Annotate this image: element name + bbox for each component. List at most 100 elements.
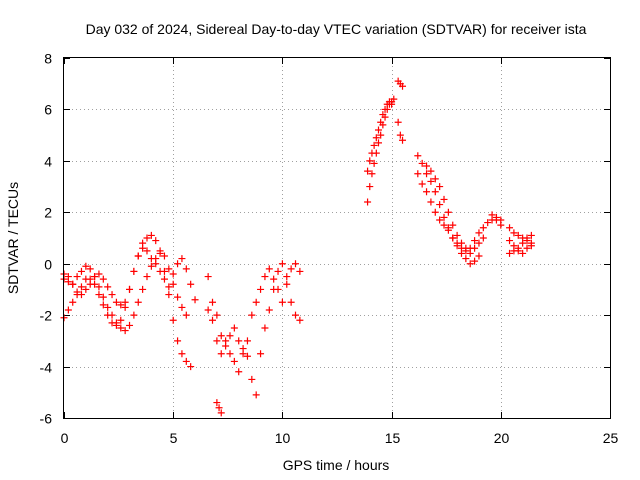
data-point [506,249,514,257]
data-point [134,252,142,260]
data-point [121,327,129,335]
data-point [475,229,483,237]
data-series [414,170,505,255]
data-point [82,262,90,270]
x-tick-label: 15 [385,430,401,446]
data-point [414,152,422,160]
data-point [235,368,243,376]
data-point [292,260,300,268]
data-point [514,247,522,255]
data-point [69,280,77,288]
data-point [257,350,265,358]
data-point [213,337,221,345]
data-point [139,285,147,293]
data-point [143,247,151,255]
data-point [165,283,173,291]
data-point [130,311,138,319]
data-point [471,257,479,265]
data-point [370,141,378,149]
data-point [257,285,265,293]
data-point [292,311,300,319]
data-point [265,265,273,273]
data-point [506,237,514,245]
data-point [169,280,177,288]
data-point [174,293,182,301]
data-point [187,363,195,371]
data-point [471,244,479,252]
data-point [427,198,435,206]
data-point [91,273,99,281]
data-point [147,255,155,263]
x-tick-label: 5 [170,430,178,446]
data-point [418,159,426,167]
data-point [418,180,426,188]
x-tick-label: 20 [494,430,510,446]
data-point [374,126,382,134]
data-point [73,273,81,281]
data-point [108,291,116,299]
data-point [527,231,535,239]
data-point [440,221,448,229]
data-point [265,306,273,314]
data-point [423,170,431,178]
data-point [261,324,269,332]
data-point [217,409,225,417]
data-point [117,316,125,324]
data-point [394,118,402,126]
data-point [423,188,431,196]
data-point [436,201,444,209]
data-point [364,167,372,175]
data-point [475,252,483,260]
data-point [156,249,164,257]
data-point [95,291,103,299]
data-point [431,188,439,196]
data-point [174,337,182,345]
data-point [399,136,407,144]
data-point [152,237,160,245]
data-point [112,298,120,306]
data-point [230,357,238,365]
data-point [423,162,431,170]
data-point [147,262,155,270]
data-point [427,177,435,185]
data-point [287,298,295,306]
data-point [510,242,518,250]
data-point [377,118,385,126]
y-tick-label: -4 [40,360,53,376]
data-point [488,211,496,219]
data-point [226,332,234,340]
data-point [77,291,85,299]
data-point [506,224,514,232]
data-series [60,249,190,335]
data-point [457,239,465,247]
data-point [399,82,407,90]
x-axis-label: GPS time / hours [283,457,390,473]
data-point [436,216,444,224]
data-point [278,260,286,268]
data-point [108,311,116,319]
data-point [414,170,422,178]
data-point [274,267,282,275]
data-point [130,267,138,275]
y-tick-label: 6 [44,102,52,118]
data-series [364,98,396,175]
data-point [252,391,260,399]
data-point [436,183,444,191]
data-point [479,234,487,242]
data-point [160,252,168,260]
data-point [169,270,177,278]
data-point [156,267,164,275]
data-point [377,131,385,139]
data-series [60,231,195,371]
data-point [95,270,103,278]
y-tick-label: 0 [44,257,52,273]
data-point [165,265,173,273]
data-point [139,244,147,252]
data-series [204,265,286,376]
data-point [178,255,186,263]
data-point [492,216,500,224]
data-point [475,239,483,247]
data-point [82,285,90,293]
data-point [484,219,492,227]
data-point [64,273,72,281]
